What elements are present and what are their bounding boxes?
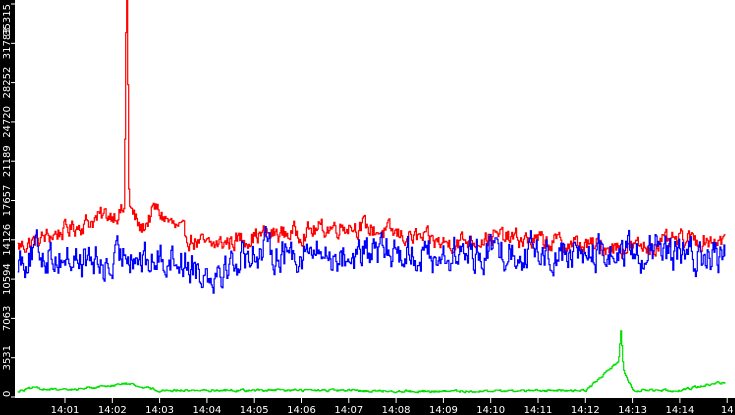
x-tick-label: 14:08: [382, 405, 411, 415]
x-tick-label: 14: [721, 405, 734, 415]
x-tick-label: 14:09: [429, 405, 458, 415]
series-red: [17, 0, 726, 259]
x-axis-background: [0, 397, 735, 415]
y-tick-label: 14126: [2, 224, 13, 256]
y-axis-background: [0, 0, 15, 415]
y-axis-ticks: 0 3531 7063 10594 14126 17657 21189 24720 28252 3…: [2, 3, 15, 398]
x-tick-label: 14:01: [51, 405, 80, 415]
x-tick-label: 14:13: [618, 405, 647, 415]
x-tick-label: 14:10: [476, 405, 505, 415]
y-tick-label: 0: [2, 391, 13, 397]
y-tick-label: 31783: [2, 27, 13, 59]
y-tick-label: 35315: [2, 4, 13, 36]
x-tick-label: 14:02: [98, 405, 127, 415]
y-tick-label: 7063: [2, 306, 13, 331]
y-tick-label: 17657: [2, 185, 13, 217]
x-tick-label: 14:11: [524, 405, 553, 415]
x-tick-label: 14:07: [334, 405, 363, 415]
y-tick-label: 3531: [2, 345, 13, 370]
plot-area: [15, 0, 735, 397]
x-tick-label: 14:05: [240, 405, 269, 415]
y-tick-label: 21189: [2, 145, 13, 177]
y-tick-label: 28252: [2, 67, 13, 99]
x-tick-label: 14:06: [287, 405, 316, 415]
x-tick-label: 14:14: [665, 405, 694, 415]
y-tick-label: 24720: [2, 106, 13, 138]
x-tick-label: 14:04: [192, 405, 221, 415]
x-axis-ticks: 14:01 14:02 14:03 14:04 14:05 14:06 14:07 14:08…: [51, 397, 734, 415]
series-blue: [17, 226, 726, 294]
series-green: [17, 330, 726, 394]
x-tick-label: 14:03: [145, 405, 174, 415]
x-tick-label: 14:12: [571, 405, 600, 415]
y-tick-label: 10594: [2, 263, 13, 295]
